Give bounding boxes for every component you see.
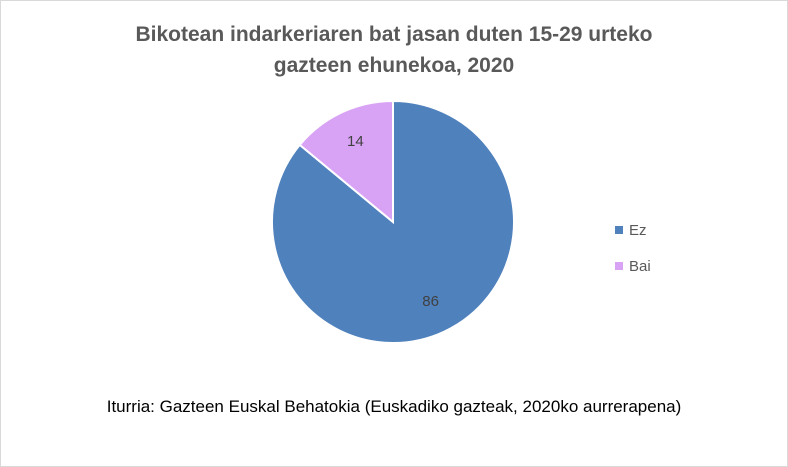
pie-slice-bai bbox=[298, 99, 394, 225]
legend-label-bai: Bai bbox=[629, 257, 651, 275]
legend-label-ez: Ez bbox=[629, 221, 647, 239]
chart-title-line-2: gazteen ehunekoa, 2020 bbox=[273, 54, 515, 77]
legend-item-ez: Ez bbox=[615, 220, 647, 240]
legend-swatch-ez bbox=[615, 226, 623, 234]
legend-swatch-bai bbox=[615, 262, 623, 270]
data-label-ez: 86 bbox=[422, 293, 439, 310]
data-label-bai: 14 bbox=[347, 133, 364, 150]
legend-item-bai: Bai bbox=[615, 256, 651, 276]
chart-title: Bikotean indarkeriaren bat jasan duten 1… bbox=[61, 19, 727, 81]
chart-title-line-1: Bikotean indarkeriaren bat jasan duten 1… bbox=[135, 23, 653, 46]
source-note: Iturria: Gazteen Euskal Behatokia (Euska… bbox=[106, 397, 682, 416]
